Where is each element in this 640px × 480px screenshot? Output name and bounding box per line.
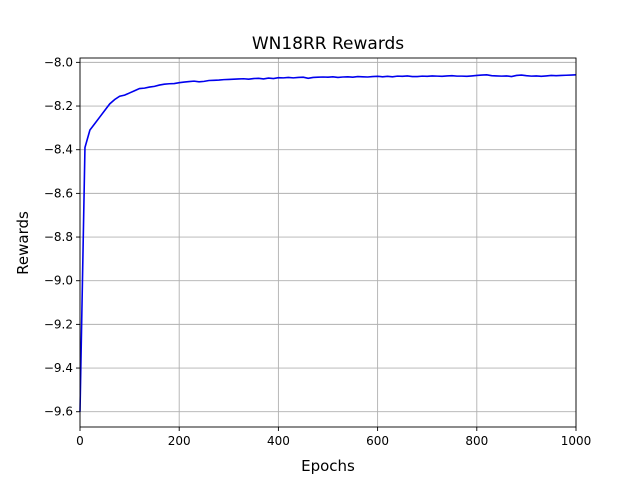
y-tick-label: −8.6 — [44, 186, 73, 200]
y-tick-label: −8.8 — [44, 230, 73, 244]
y-tick-label: −9.2 — [44, 317, 73, 331]
x-tick-label: 0 — [76, 434, 84, 448]
x-axis-label: Epochs — [301, 457, 355, 475]
rewards-line — [79, 74, 577, 412]
plot-frame — [79, 57, 577, 428]
y-tick-label: −9.6 — [44, 405, 73, 419]
y-tick-label: −8.2 — [44, 99, 73, 113]
plot-background — [80, 58, 576, 427]
chart-title: WN18RR Rewards — [252, 34, 404, 54]
y-axis-ticks: −9.6 −9.4 −9.2 −9.0 −8.8 −8.6 −8.4 −8.2 −8.0 — [44, 55, 80, 419]
x-tick-label: 1000 — [561, 434, 592, 448]
x-tick-label: 400 — [267, 434, 290, 448]
y-tick-label: −8.0 — [44, 55, 73, 69]
x-tick-label: 800 — [465, 434, 488, 448]
x-tick-label: 600 — [366, 434, 389, 448]
y-tick-label: −9.4 — [44, 361, 73, 375]
y-tick-label: −9.0 — [44, 274, 73, 288]
x-axis-ticks: 0 200 400 600 800 1000 — [76, 427, 591, 448]
y-tick-label: −8.4 — [44, 143, 73, 157]
x-tick-label: 200 — [168, 434, 191, 448]
y-axis-label: Rewards — [14, 211, 32, 275]
